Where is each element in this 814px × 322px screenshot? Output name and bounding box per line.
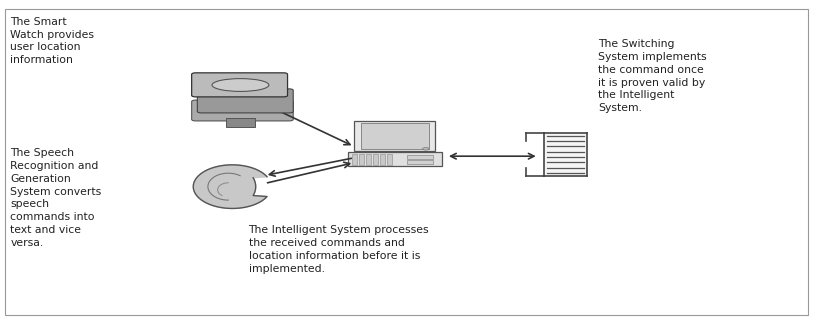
Bar	[225, 118, 255, 127]
Circle shape	[422, 147, 429, 150]
Bar	[354, 121, 435, 151]
Polygon shape	[193, 165, 267, 208]
Bar	[373, 154, 378, 165]
FancyBboxPatch shape	[197, 89, 293, 113]
Text: The Intelligent System processes
the received commands and
location information : The Intelligent System processes the rec…	[248, 225, 429, 273]
FancyBboxPatch shape	[191, 73, 287, 97]
Text: The Smart
Watch provides
user location
information: The Smart Watch provides user location i…	[11, 17, 94, 65]
Bar	[348, 152, 441, 166]
FancyBboxPatch shape	[191, 100, 293, 121]
Bar	[380, 154, 385, 165]
Bar	[387, 154, 392, 165]
Bar	[545, 133, 587, 176]
Bar	[352, 154, 357, 165]
Ellipse shape	[212, 79, 269, 91]
Bar	[407, 155, 432, 159]
Bar	[407, 160, 432, 164]
Bar	[366, 154, 371, 165]
Text: The Switching
System implements
the command once
it is proven valid by
the Intel: The Switching System implements the comm…	[598, 39, 707, 113]
Text: The Speech
Recognition and
Generation
System converts
speech
commands into
text : The Speech Recognition and Generation Sy…	[11, 148, 102, 248]
Bar	[361, 124, 429, 149]
Bar	[359, 154, 364, 165]
